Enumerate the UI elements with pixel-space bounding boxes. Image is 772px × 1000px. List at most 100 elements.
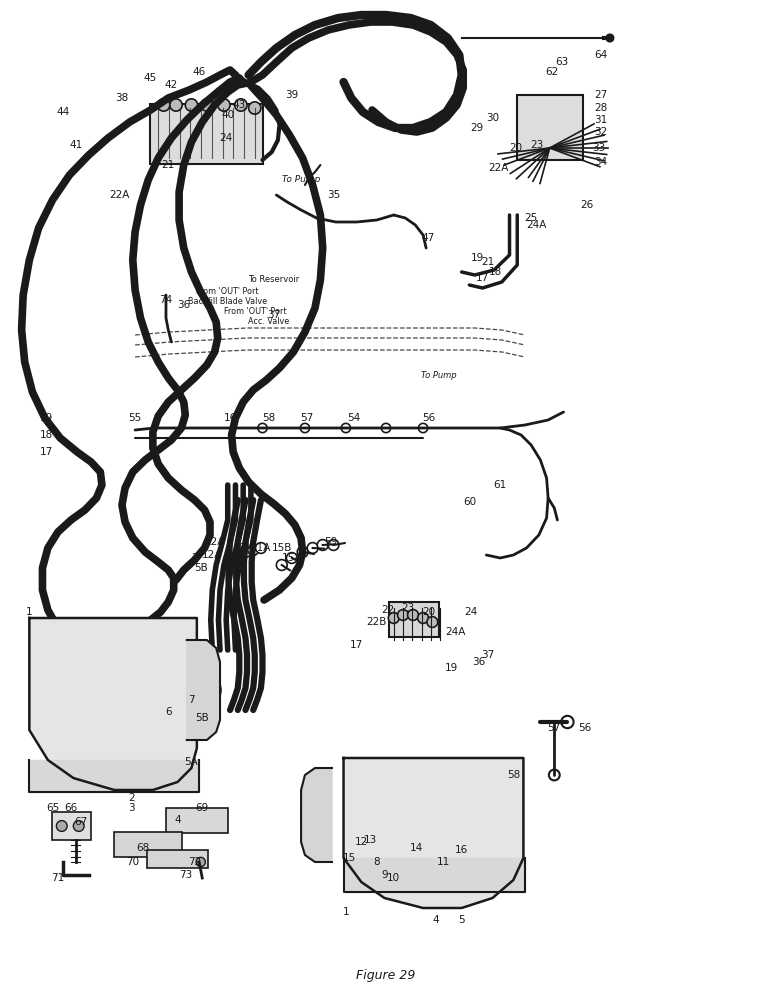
Circle shape [249,102,261,114]
Circle shape [150,771,159,781]
Circle shape [418,423,428,433]
Text: 42: 42 [164,80,178,90]
Circle shape [196,857,205,867]
Text: 46: 46 [192,67,206,77]
Circle shape [328,540,339,550]
Circle shape [96,692,112,708]
Circle shape [73,821,84,831]
Text: 19: 19 [470,253,484,263]
Text: 8: 8 [374,857,380,867]
Text: 58: 58 [506,770,520,780]
Text: 25: 25 [524,213,538,223]
Text: 22A: 22A [488,163,508,173]
Text: 36: 36 [177,300,191,310]
Text: 56: 56 [578,723,592,733]
Circle shape [185,99,198,111]
Text: 37: 37 [267,310,281,320]
Text: 20: 20 [422,607,435,617]
Text: 5B: 5B [194,563,208,573]
Circle shape [218,99,230,111]
Text: 5B: 5B [195,713,209,723]
Text: 71: 71 [51,873,65,883]
Text: 9: 9 [381,870,388,880]
Circle shape [422,870,431,880]
Circle shape [258,423,267,433]
Text: 68: 68 [136,843,150,853]
Text: 30: 30 [486,113,499,123]
Circle shape [357,870,366,880]
Text: 45: 45 [144,73,157,83]
Text: 18: 18 [39,430,53,440]
Text: 24: 24 [464,607,478,617]
Text: 40: 40 [221,110,235,120]
Circle shape [225,553,235,563]
Circle shape [381,423,391,433]
Text: 41: 41 [69,140,83,150]
Text: 73: 73 [178,870,192,880]
Text: 18: 18 [489,267,503,277]
FancyBboxPatch shape [150,104,263,164]
Text: 13: 13 [364,835,378,845]
Circle shape [56,821,67,831]
Circle shape [300,423,310,433]
Text: 32: 32 [594,127,608,137]
Circle shape [75,671,134,729]
Text: Acc. Valve: Acc. Valve [248,318,290,326]
Text: 33: 33 [591,143,605,153]
Text: 26: 26 [580,200,594,210]
Circle shape [248,545,259,555]
Circle shape [418,613,428,623]
Text: 16: 16 [455,845,469,855]
Text: 7: 7 [191,553,198,563]
Text: 16: 16 [223,413,237,423]
Circle shape [286,553,297,563]
Text: 58: 58 [262,413,276,423]
Text: 1: 1 [26,607,32,617]
Text: 23: 23 [401,603,415,613]
Text: 69: 69 [195,803,209,813]
Circle shape [301,801,329,829]
Circle shape [201,99,213,111]
Text: 19: 19 [445,663,459,673]
Text: 12: 12 [354,837,368,847]
Text: 64: 64 [594,50,608,60]
Text: 56: 56 [422,413,435,423]
Text: From 'OUT' Port: From 'OUT' Port [197,288,259,296]
Bar [517,95,583,160]
Text: 2: 2 [128,793,134,803]
Bar [52,812,91,840]
Text: 17: 17 [39,447,53,457]
Text: 19: 19 [39,413,53,423]
Text: 39: 39 [285,90,299,100]
Text: 59: 59 [323,537,337,547]
Text: 72: 72 [188,857,201,867]
Text: 34: 34 [594,157,608,167]
Text: 15A: 15A [282,553,302,563]
Text: 20: 20 [509,143,523,153]
Text: 7: 7 [188,695,195,705]
Text: 1: 1 [343,907,349,917]
Bar [147,850,208,868]
Text: 62: 62 [545,67,559,77]
Text: 44: 44 [56,107,70,117]
Polygon shape [344,758,523,908]
Circle shape [232,550,243,560]
Text: 8A: 8A [239,543,252,553]
Text: 31: 31 [594,115,608,125]
Circle shape [411,811,445,845]
Circle shape [170,99,182,111]
Text: 24A: 24A [527,220,547,230]
Circle shape [486,870,495,880]
Text: 11A: 11A [251,543,271,553]
Text: 5A: 5A [185,757,198,767]
Text: 15: 15 [342,853,356,863]
Text: 17: 17 [350,640,364,650]
Circle shape [421,820,436,836]
Circle shape [317,540,328,550]
Text: 57: 57 [547,723,561,733]
Text: 22: 22 [381,605,394,615]
Circle shape [549,770,560,780]
Circle shape [383,870,392,880]
Circle shape [177,771,186,781]
Text: 37: 37 [481,650,495,660]
